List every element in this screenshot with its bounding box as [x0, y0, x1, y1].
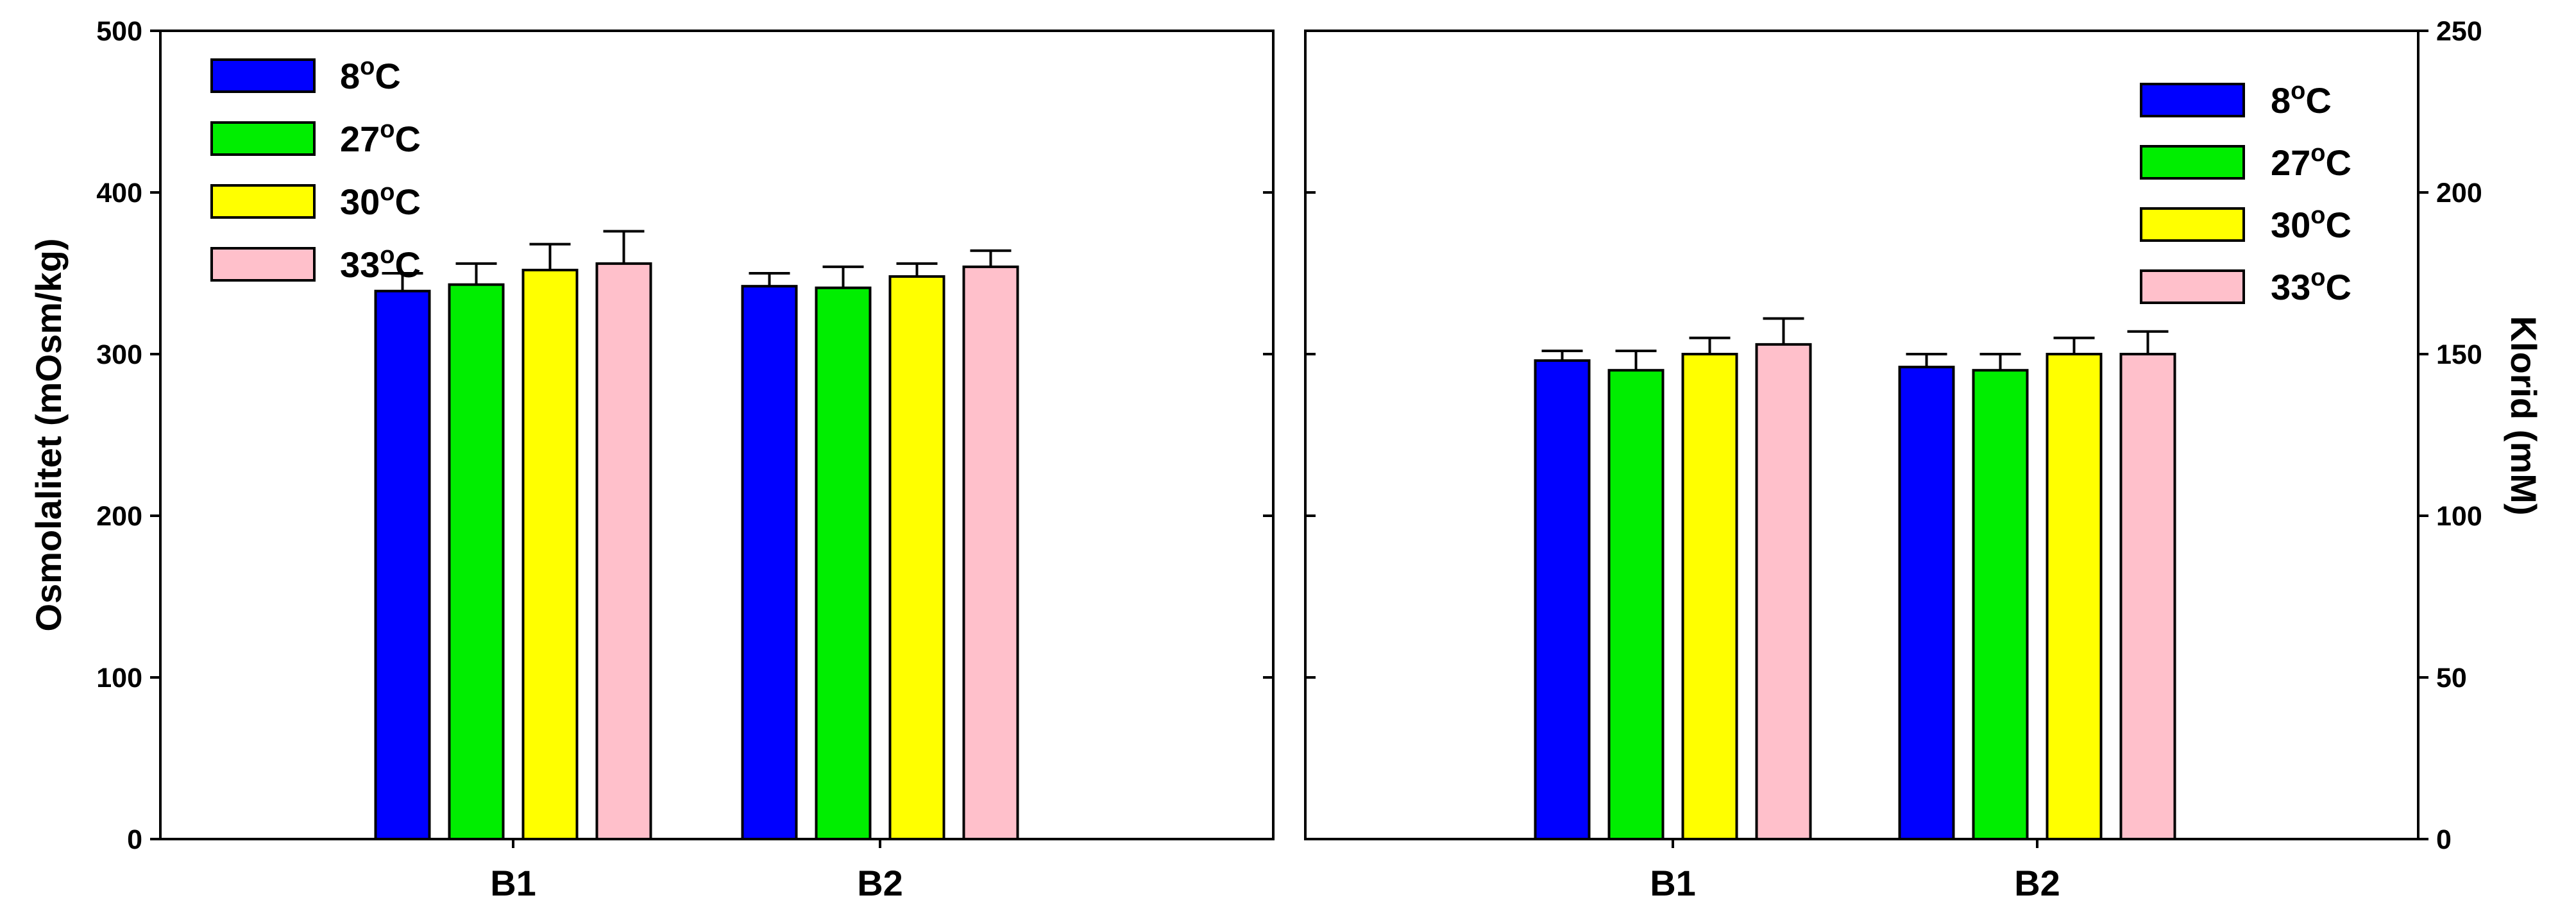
x-tick-label: B2: [2014, 863, 2060, 903]
y-tick-label: 100: [2436, 501, 2482, 532]
legend-swatch: [210, 247, 316, 282]
legend-label: 33oC: [340, 242, 421, 285]
bar: [374, 289, 431, 841]
chloride-panel: 0 50 100 150 200 250 Klorid (mM) B1 B2 8oC 27oC 30o…: [1304, 16, 2544, 903]
osmolality-panel: 0 100 200 300 400 500 Osmolalitet (mOsm/kg) B1 B…: [28, 16, 1275, 903]
legend-swatch: [2140, 145, 2245, 180]
y-tick-label: 0: [2436, 824, 2452, 855]
x-tick-label: B1: [1650, 863, 1696, 903]
bar: [741, 285, 798, 841]
y-tick-label: 200: [2436, 178, 2482, 208]
legend-swatch: [2140, 83, 2245, 117]
y-tick-label: 150: [2436, 339, 2482, 370]
legend-label: 27oC: [2271, 140, 2351, 183]
legend-label: 30oC: [340, 179, 421, 222]
legend-swatch: [210, 184, 316, 219]
legend-swatch: [210, 58, 316, 93]
y-tick-label: 250: [2436, 16, 2482, 47]
legend-swatch: [2140, 269, 2245, 304]
y-tick-label: 200: [96, 501, 142, 532]
bar: [448, 283, 505, 840]
legend-label: 27oC: [340, 116, 421, 159]
bar: [595, 262, 652, 840]
legend-label: 8oC: [2271, 78, 2332, 121]
legend-swatch: [2140, 207, 2245, 242]
y-tick-label: 50: [2436, 663, 2467, 693]
y-axis-title: Klorid (mM): [2504, 316, 2544, 515]
y-axis-title: Osmolalitet (mOsm/kg): [28, 238, 69, 631]
plot-frame: [159, 30, 1275, 840]
y-tick-label: 500: [96, 16, 142, 47]
bar: [1972, 369, 2029, 840]
y-tick-label: 0: [127, 824, 142, 855]
legend-label: 33oC: [2271, 264, 2351, 307]
bar: [521, 268, 579, 840]
bar: [1755, 343, 1812, 840]
bar: [888, 275, 945, 841]
y-tick-label: 100: [96, 663, 142, 693]
bar: [1898, 366, 1955, 840]
y-tick-label: 400: [96, 178, 142, 208]
x-tick-label: B1: [490, 863, 536, 903]
bar: [2046, 353, 2103, 840]
bar: [1534, 359, 1591, 840]
bar: [815, 286, 872, 840]
plot-frame: [1304, 30, 2419, 840]
bar: [1607, 369, 1665, 840]
legend-label: 30oC: [2271, 202, 2351, 245]
bar: [962, 265, 1019, 841]
legend-label: 8oC: [340, 53, 401, 96]
bar: [1681, 353, 1738, 840]
y-tick-label: 300: [96, 339, 142, 370]
legend-swatch: [210, 121, 316, 156]
bar: [2119, 353, 2176, 840]
x-tick-label: B2: [857, 863, 903, 903]
